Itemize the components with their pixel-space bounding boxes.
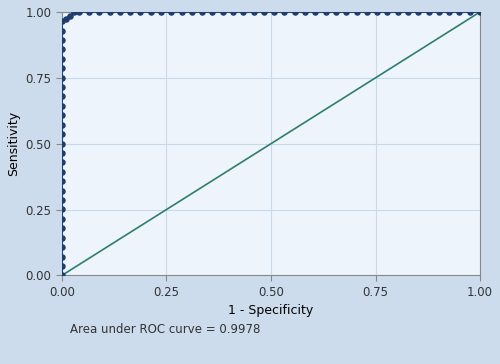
Point <box>218 9 226 15</box>
Point <box>58 159 66 165</box>
Point <box>394 9 402 15</box>
Point <box>66 13 74 19</box>
Point <box>146 9 154 15</box>
Point <box>58 178 66 184</box>
Point <box>58 188 66 194</box>
Point <box>229 9 237 15</box>
Point <box>58 141 66 146</box>
Point <box>116 9 124 15</box>
Point <box>373 9 381 15</box>
X-axis label: 1 - Specificity: 1 - Specificity <box>228 304 314 317</box>
Point <box>58 150 66 156</box>
Point <box>58 216 66 222</box>
Point <box>58 112 66 118</box>
Text: Area under ROC curve = 0.9978: Area under ROC curve = 0.9978 <box>70 323 260 336</box>
Point <box>456 9 464 15</box>
Point <box>58 207 66 213</box>
Point <box>168 9 175 15</box>
Point <box>58 94 66 99</box>
Point <box>445 9 453 15</box>
Point <box>342 9 350 15</box>
Point <box>70 9 78 15</box>
Point <box>466 9 474 15</box>
Point <box>74 9 82 15</box>
Point <box>62 16 70 21</box>
Point <box>58 225 66 231</box>
Point <box>270 9 278 15</box>
Point <box>435 9 443 15</box>
Point <box>384 9 392 15</box>
Point <box>58 65 66 71</box>
Point <box>58 37 66 43</box>
Point <box>208 9 216 15</box>
Point <box>126 9 134 15</box>
Y-axis label: Sensitivity: Sensitivity <box>7 111 20 176</box>
Point <box>58 75 66 80</box>
Point <box>58 273 66 278</box>
Point <box>85 9 93 15</box>
Point <box>291 9 299 15</box>
Point <box>58 254 66 260</box>
Point <box>240 9 248 15</box>
Point <box>58 56 66 62</box>
Point <box>312 9 320 15</box>
Point <box>58 122 66 128</box>
Point <box>58 263 66 269</box>
Point <box>188 9 196 15</box>
Point <box>157 9 165 15</box>
Point <box>404 9 412 15</box>
Point <box>58 244 66 250</box>
Point <box>178 9 186 15</box>
Point <box>198 9 206 15</box>
Point <box>322 9 330 15</box>
Point <box>332 9 340 15</box>
Point <box>476 9 484 15</box>
Point <box>58 235 66 241</box>
Point <box>352 9 360 15</box>
Point <box>58 169 66 175</box>
Point <box>95 9 103 15</box>
Point <box>58 84 66 90</box>
Point <box>136 9 144 15</box>
Point <box>58 131 66 137</box>
Point <box>58 197 66 203</box>
Point <box>58 28 66 33</box>
Point <box>106 9 114 15</box>
Point <box>260 9 268 15</box>
Point <box>280 9 288 15</box>
Point <box>424 9 432 15</box>
Point <box>250 9 258 15</box>
Point <box>414 9 422 15</box>
Point <box>58 103 66 109</box>
Point <box>301 9 309 15</box>
Point <box>58 47 66 52</box>
Point <box>58 18 66 24</box>
Point <box>363 9 371 15</box>
